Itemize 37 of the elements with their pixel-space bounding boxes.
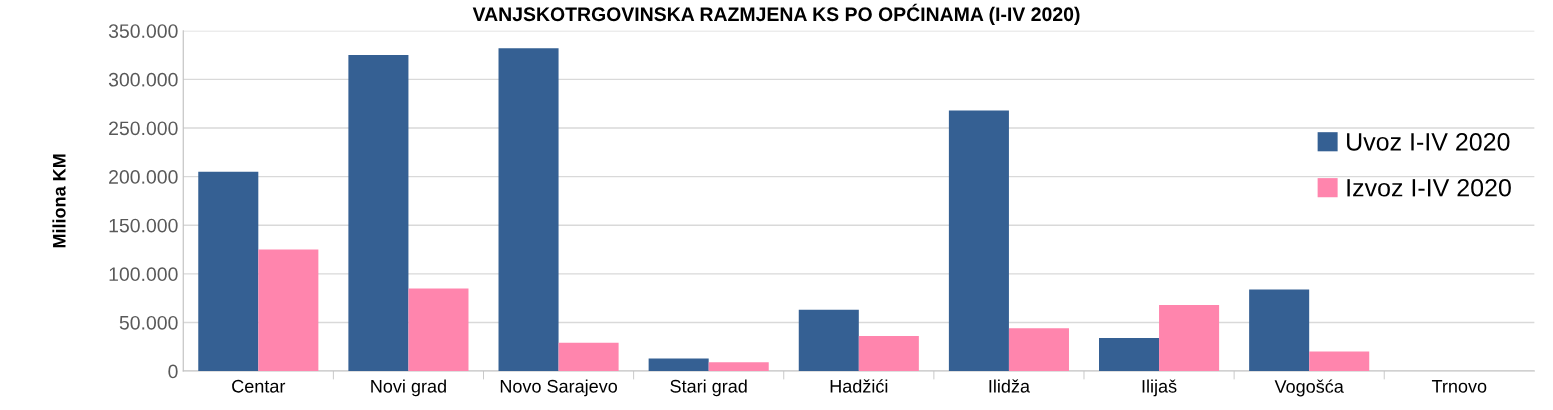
- y-tick-label: 350.000: [108, 24, 178, 38]
- bar: [1099, 337, 1160, 372]
- y-tick-label: 200.000: [109, 170, 178, 184]
- y-tick-label: 50.000: [119, 315, 178, 330]
- bar: [558, 342, 619, 372]
- y-tick-label: 250.000: [109, 121, 178, 136]
- legend-label: Izvoz I-IV 2020: [1347, 178, 1511, 197]
- bar: [858, 336, 919, 372]
- bar: [1309, 351, 1370, 372]
- y-axis-title: Miliona KM: [52, 154, 66, 248]
- x-tick-label: Vogošća: [1274, 379, 1344, 397]
- legend-label: Uvoz I-IV 2020: [1347, 132, 1510, 151]
- bar: [498, 48, 559, 372]
- x-tick-label: Novi grad: [371, 379, 446, 397]
- bar: [258, 249, 319, 372]
- bar: [948, 110, 1009, 372]
- y-tick-label: 100.000: [109, 267, 178, 282]
- x-tick-label: Novo Sarajevo: [500, 379, 618, 397]
- bar: [1249, 289, 1310, 372]
- y-tick-label: 0: [168, 364, 178, 379]
- bar: [348, 55, 409, 372]
- x-tick-label: Ilijaš: [1142, 379, 1177, 397]
- chart-title: VANJSKOTRGOVINSKA RAZMJENA KS PO OPĆINAMA (I-IV 2020): [472, 3, 1080, 25]
- x-tick-label: Ilidža: [989, 379, 1031, 393]
- x-tick-label: Hadžići: [830, 379, 888, 393]
- bar: [1159, 304, 1220, 372]
- bar: [708, 362, 769, 372]
- bar: [798, 309, 859, 372]
- y-tick-label: 150.000: [109, 218, 178, 233]
- x-tick-label: Centar: [232, 379, 286, 393]
- y-tick-label: 300.000: [108, 72, 178, 87]
- bar: [1008, 328, 1069, 372]
- bar: [408, 288, 469, 372]
- bar: [648, 358, 709, 372]
- bar: [198, 171, 259, 372]
- x-tick-label: Stari grad: [670, 379, 747, 397]
- x-tick-label: Trnovo: [1431, 380, 1487, 393]
